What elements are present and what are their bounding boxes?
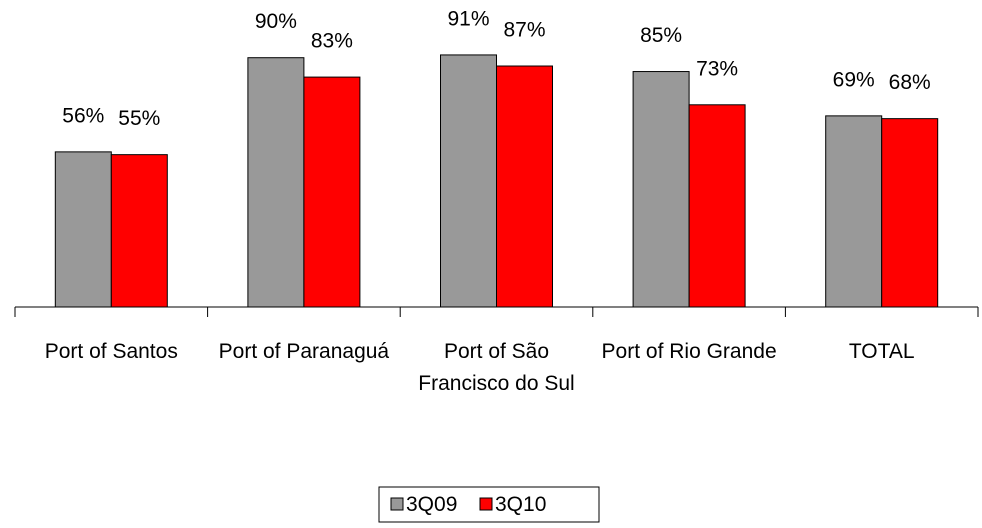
bar	[247, 57, 305, 308]
x-tick-label: Port of Rio Grande	[601, 340, 777, 363]
value-label: 69%	[833, 68, 875, 91]
legend-label: 3Q09	[406, 493, 457, 516]
bar	[825, 115, 883, 308]
bar	[632, 71, 690, 308]
legend-label: 3Q10	[495, 493, 546, 516]
value-label: 85%	[640, 24, 682, 47]
legend-swatch	[390, 497, 404, 511]
x-tick-label: TOTAL	[848, 340, 915, 363]
bar	[496, 65, 553, 308]
value-label: 55%	[118, 107, 160, 130]
value-label: 56%	[62, 104, 104, 127]
value-label: 83%	[311, 30, 353, 53]
bar	[303, 76, 361, 308]
bar	[110, 154, 168, 308]
bar	[688, 104, 746, 308]
x-tick-label: Port of Paranaguá	[218, 340, 390, 363]
value-label: 68%	[889, 71, 931, 94]
x-tick-label: Port of São Francisco do Sul	[418, 340, 575, 395]
value-label: 91%	[447, 7, 489, 30]
x-tick-label: Port of Santos	[44, 340, 178, 363]
bar	[440, 54, 497, 308]
bar	[881, 118, 939, 308]
legend-swatch	[479, 497, 493, 511]
value-label: 87%	[503, 19, 545, 42]
bar	[54, 151, 112, 308]
value-label: 90%	[255, 10, 297, 33]
value-label: 73%	[696, 57, 738, 80]
